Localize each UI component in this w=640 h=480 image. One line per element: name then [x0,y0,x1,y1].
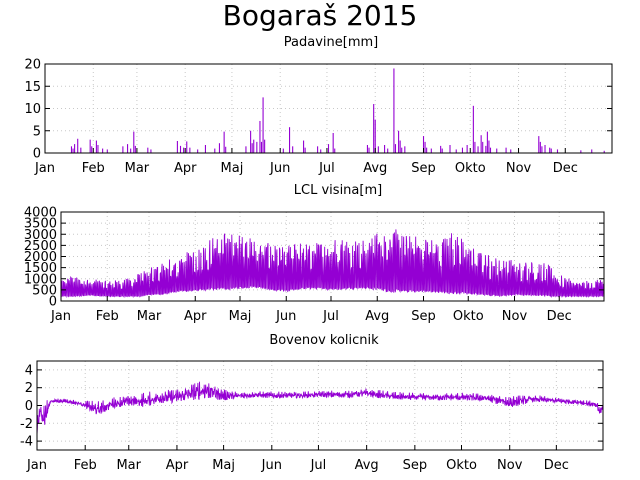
precipitation-xtick-label-nov: Nov [506,161,532,176]
lcl-height-ytick-label-8: 4000 [24,206,57,221]
bowen-ratio-xtick-label-dec: Dec [544,458,569,473]
lcl-height-xtick-label-jan: Jan [50,309,71,324]
bowen-ratio-series-line [36,381,604,435]
precipitation-xtick-label-avg: Avg [363,161,387,176]
lcl-height-xtick-label-feb: Feb [96,309,119,324]
precipitation-ytick-label-1: 5 [33,124,41,139]
lcl-height-title: LCL visina[m] [294,183,382,198]
precipitation-xtick-label-mar: Mar [125,161,150,176]
bowen-ratio-ytick-label-4: 4 [25,363,33,378]
precipitation-xtick-label-dec: Dec [553,161,578,176]
precipitation-ytick-label-2: 10 [24,102,41,117]
precipitation-xtick-label-maj: Maj [221,161,244,176]
precipitation-ytick-label-0: 0 [33,147,41,162]
bowen-ratio-xtick-label-maj: Maj [212,458,235,473]
bowen-ratio-xtick-label-jan: Jan [26,458,47,473]
bowen-ratio-xtick-label-feb: Feb [74,458,97,473]
precipitation-xtick-label-jul: Jul [318,161,335,176]
precipitation-title: Padavine[mm] [284,35,378,50]
bowen-ratio-xtick-label-jun: Jun [261,458,282,473]
lcl-height-ytick-label-3: 1500 [24,261,57,276]
lcl-height-xtick-label-mar: Mar [137,309,162,324]
bowen-ratio-xtick-label-nov: Nov [497,458,523,473]
lcl-height-ytick-label-0: 0 [49,295,57,310]
lcl-height-xtick-label-jul: Jul [322,309,339,324]
bowen-ratio-ytick-label-1: -2 [20,417,33,432]
precipitation-xtick-label-okto: Okto [455,161,486,176]
bowen-ratio-ytick-label-0: -4 [20,435,33,450]
lcl-height-xtick-label-dec: Dec [547,309,572,324]
precipitation-plot-frame [44,63,613,154]
precipitation-ytick-label-3: 15 [24,80,41,95]
lcl-height-ytick-label-1: 500 [32,283,57,298]
precipitation-xtick-label-apr: Apr [174,161,197,176]
figure-title: Bogaraš 2015 [223,0,418,32]
bowen-ratio-xtick-label-mar: Mar [116,458,141,473]
precipitation-xtick-label-jun: Jun [269,161,290,176]
lcl-height-ytick-label-7: 3500 [24,217,57,232]
precipitation-panel: Padavine[mm] 0 5 10 15 20 Jan Feb Mar Apr Maj Jun J… [24,35,613,176]
bowen-ratio-xtick-label-sep: Sep [403,458,428,473]
lcl-height-xtick-label-jun: Jun [275,309,296,324]
bowen-ratio-xtick-label-okto: Okto [446,458,477,473]
precipitation-xtick-label-sep: Sep [411,161,436,176]
precipitation-xtick-label-feb: Feb [82,161,105,176]
lcl-height-series-line [60,229,605,299]
bowen-ratio-xtick-label-apr: Apr [166,458,189,473]
lcl-height-xtick-label-avg: Avg [365,309,389,324]
lcl-height-ytick-label-5: 2500 [24,239,57,254]
bowen-ratio-ytick-label-3: 2 [25,381,33,396]
lcl-height-xtick-label-maj: Maj [229,309,252,324]
precipitation-xtick-label-jan: Jan [34,161,55,176]
bowen-ratio-xtick-label-jul: Jul [310,458,327,473]
lcl-height-ytick-label-2: 1000 [24,272,57,287]
lcl-height-xtick-label-apr: Apr [184,309,207,324]
lcl-height-ytick-label-6: 3000 [24,228,57,243]
bowen-ratio-ytick-label-2: 0 [25,399,33,414]
lcl-height-xtick-label-sep: Sep [411,309,436,324]
lcl-height-xtick-label-okto: Okto [453,309,484,324]
precipitation-ytick-label-4: 20 [24,58,41,73]
bowen-ratio-title: Bovenov kolicnik [269,333,379,348]
bowen-ratio-xtick-label-avg: Avg [355,458,379,473]
lcl-height-ytick-label-4: 2000 [24,250,57,265]
lcl-height-panel: LCL visina[m] 05001000150020002500300035… [24,183,605,324]
lcl-height-xtick-label-nov: Nov [502,309,528,324]
bowen-ratio-panel: Bovenov kolicnik -4 -2 0 2 4 Jan Feb Mar Apr Maj J… [20,333,604,473]
